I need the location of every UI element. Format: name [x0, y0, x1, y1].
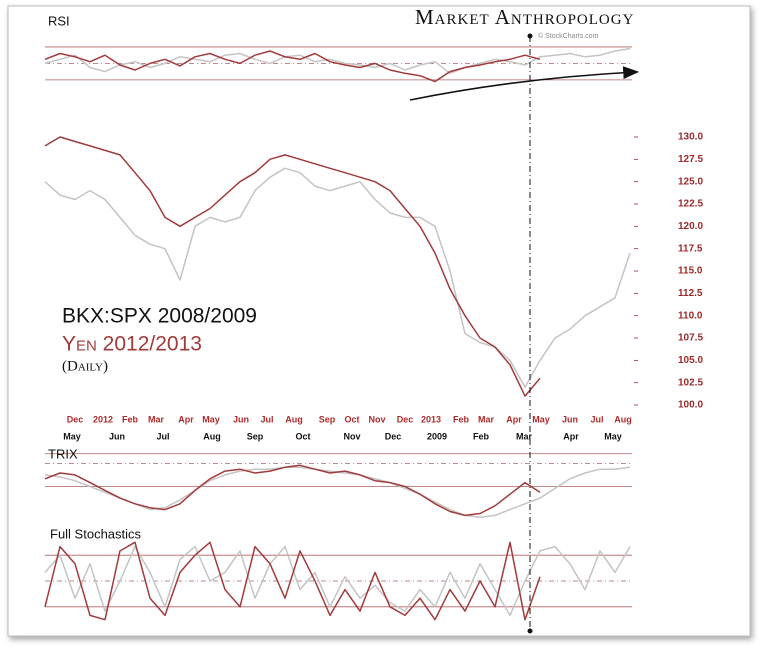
series-line	[44, 545, 631, 617]
x-tick-label-bottom: Mar	[516, 431, 533, 441]
x-tick-label-top: Nov	[368, 414, 385, 424]
y-tick-label: 117.5	[678, 243, 703, 254]
trend-arrow	[409, 66, 640, 101]
plot-layer: 100.0 102.5 105.0 107.5 110.0 112.5 115.0 117.5…	[44, 13, 703, 621]
y-tick-label: 110.0	[678, 310, 703, 321]
y-tick-label: 120.0	[678, 221, 703, 232]
x-tick-label-top: Mar	[148, 414, 165, 424]
brand-left: Market Anthropology	[415, 5, 634, 29]
subtitle: (Daily)	[62, 358, 108, 374]
x-tick-label-bottom: Dec	[385, 431, 402, 441]
legend-entry: Yen 2012/2013	[62, 333, 202, 356]
y-tick-label: 115.0	[678, 266, 703, 277]
x-tick-label-top: Jul	[260, 414, 273, 424]
y-tick-label: 122.5	[678, 199, 703, 210]
x-tick-label-top: Feb	[453, 414, 470, 424]
x-tick-label-top: Sep	[319, 414, 336, 424]
x-tick-label-top: 2013	[421, 414, 441, 424]
x-tick-label-bottom: May	[63, 431, 81, 441]
x-tick-label-bottom: Aug	[203, 431, 221, 441]
series-line	[44, 50, 541, 83]
panel-title: RSI	[48, 13, 70, 28]
panel-title: TRIX	[48, 446, 78, 461]
x-tick-label-top: Dec	[397, 414, 414, 424]
y-tick-label: 125.0	[678, 176, 703, 187]
x-tick-label-top: Oct	[344, 414, 359, 424]
y-tick-label: 102.5	[678, 377, 703, 388]
x-tick-label-top: 2012	[93, 414, 113, 424]
y-tick-label: 100.0	[678, 400, 703, 411]
series-line	[44, 136, 541, 397]
x-tick-label-top: May	[202, 414, 220, 424]
x-tick-label-bottom: Jun	[109, 431, 125, 441]
x-tick-label-top: Jun	[562, 414, 578, 424]
x-tick-label-bottom: Jul	[156, 431, 169, 441]
x-tick-label-bottom: 2009	[427, 431, 447, 441]
x-tick-label-bottom: Sep	[247, 431, 264, 441]
x-tick-label-bottom: Nov	[343, 431, 360, 441]
x-tick-label-top: Aug	[614, 414, 632, 424]
y-tick-label: 105.0	[678, 355, 703, 366]
x-tick-label-top: Apr	[506, 414, 522, 424]
x-tick-label-bottom: Apr	[563, 431, 579, 441]
frame	[7, 5, 751, 637]
x-tick-label-top: Jun	[233, 414, 249, 424]
x-tick-label-top: Feb	[122, 414, 139, 424]
x-tick-label-top: Dec	[67, 414, 84, 424]
y-tick-label: 127.5	[678, 154, 703, 165]
marker-dot	[527, 33, 533, 39]
x-tick-label-bottom: May	[604, 431, 622, 441]
series-line	[44, 167, 631, 388]
legend-entry: BKX:SPX 2008/2009	[62, 305, 257, 328]
panel-title: Full Stochastics	[50, 526, 142, 541]
series-line	[44, 541, 541, 621]
x-tick-label-bottom: Oct	[295, 431, 310, 441]
y-tick-label: 130.0	[678, 132, 703, 143]
y-tick-label: 107.5	[678, 333, 703, 344]
marker-dot	[527, 628, 533, 634]
x-tick-label-bottom: Feb	[473, 431, 490, 441]
x-tick-label-top: May	[532, 414, 550, 424]
x-tick-label-top: Mar	[478, 414, 495, 424]
series-line	[44, 47, 631, 75]
series-line	[44, 464, 541, 517]
x-tick-label-top: Apr	[178, 414, 194, 424]
y-tick-label: 112.5	[678, 288, 703, 299]
credit: © StockCharts.com	[538, 32, 599, 40]
x-tick-label-top: Aug	[285, 414, 303, 424]
x-tick-label-top: Jul	[590, 414, 603, 424]
